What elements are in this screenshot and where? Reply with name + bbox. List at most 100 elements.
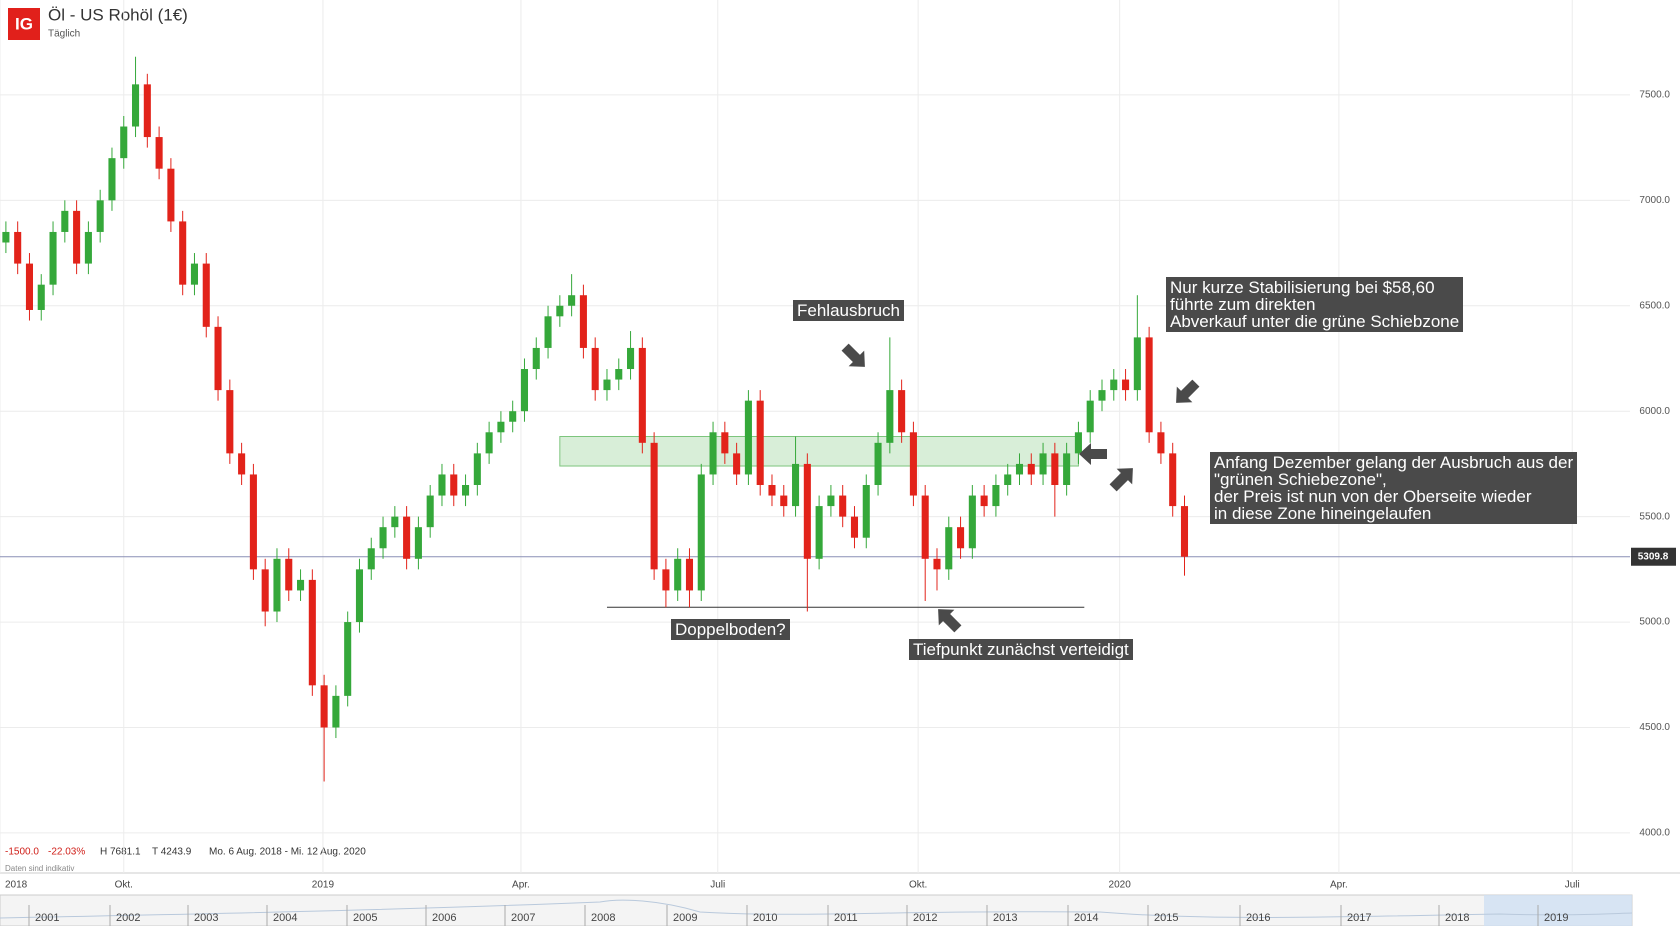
x-tick-label: Okt. [909,880,927,891]
candle-body [792,463,800,507]
navigator-year: 2006 [432,912,456,924]
candle-body [1098,390,1106,401]
candle-body [579,295,587,348]
navigator-year: 2014 [1074,912,1098,924]
chart-subtitle: Täglich [48,29,80,40]
x-tick-label: Okt. [115,880,133,891]
candle-body [980,495,988,507]
candle-body [1004,474,1012,485]
low-info: T 4243.9 [152,847,192,858]
candle-body [768,485,776,496]
candle-body [202,263,210,327]
candle-body [957,527,965,549]
candle-body [226,390,234,454]
arrow [1176,379,1200,403]
candle-body [297,579,305,591]
candle-body [839,495,847,517]
candle-body [968,495,976,549]
arrow [1109,468,1133,492]
candle-body [532,347,540,370]
x-tick-label: 2019 [312,880,335,891]
arrow [841,343,865,367]
y-tick-label: 4000.0 [1639,828,1670,839]
navigator-year: 2015 [1154,912,1178,924]
navigator-line [0,899,1633,919]
candle-body [1122,379,1130,391]
y-tick-label: 4500.0 [1639,722,1670,733]
note: Daten sind indikativ [5,864,74,873]
candle-body [214,326,222,391]
y-tick-label: 7000.0 [1639,195,1670,206]
annotation-line: Anfang Dezember gelang der Ausbruch aus … [1214,453,1574,472]
candle-body [403,516,411,559]
candle-body [167,168,175,222]
candle-body [497,421,505,433]
candle-body [1133,337,1141,391]
candle-body [1157,432,1165,454]
navigator-bg [0,894,1633,926]
annotation: Tiefpunkt zunächst verteidigt [909,639,1133,660]
candle-body [685,558,694,591]
annotation-line: führte zum direkten [1170,295,1316,314]
candle-body [744,400,752,475]
candle-body [803,463,811,559]
candle-body [780,495,788,507]
annotation: Doppelboden? [671,619,790,640]
candle-body [662,569,670,591]
candle-body [862,485,870,538]
candle-body [544,316,552,348]
candle-body [556,305,564,317]
candle-body [627,347,635,370]
candle-body [850,516,859,538]
annotation-line: Nur kurze Stabilisierung bei $58,60 [1170,278,1435,297]
y-tick-label: 7500.0 [1639,90,1670,101]
annotation-line: in diese Zone hineingelaufen [1214,504,1432,523]
annotation-line: Tiefpunkt zunächst verteidigt [913,640,1129,659]
candle-body [1051,453,1059,485]
navigator-year: 2007 [511,912,535,924]
high-info: H 7681.1 [100,847,141,858]
logo-box [8,8,40,40]
candle-body [945,527,953,570]
candle-body [1063,453,1071,485]
arrows [841,343,1200,633]
annotation: Fehlausbruch [793,300,905,321]
candle-body [344,622,352,696]
candle-body [721,432,729,454]
y-tick-label: 6500.0 [1639,300,1670,311]
candle-body [568,295,576,306]
change: -1500.0 [5,847,39,858]
annotation-line: Doppelboden? [675,620,786,639]
x-tick-label: Juli [710,880,725,891]
annotation: Nur kurze Stabilisierung bei $58,60 führt… [1166,277,1464,332]
candle-body [1086,400,1094,433]
candle-body [473,453,481,485]
candle-body [509,411,517,422]
chart-title: Öl - US Rohöl (1€) [48,5,188,24]
candle-body [1169,453,1177,507]
navigator-year: 2012 [913,912,937,924]
navigator-year: 2009 [673,912,697,924]
candle-body [933,558,941,570]
annotation: Anfang Dezember gelang der Ausbruch aus … [1210,452,1578,524]
candle-body [638,347,646,443]
navigator: 2001 2002 2003 2004 2005 2006 2007 2008 2009 2010… [0,894,1633,926]
candle-body [886,390,894,443]
x-tick-label: 2018 [5,880,28,891]
y-tick-label: 5500.0 [1639,511,1670,522]
navigator-year: 2016 [1246,912,1270,924]
candle-body [120,126,128,159]
navigator-year: 2017 [1347,912,1371,924]
candle-body [520,369,529,412]
y-tick-label: 5000.0 [1639,617,1670,628]
navigator-year: 2019 [1544,912,1568,924]
candle-body [1110,379,1118,391]
candle-body [96,200,104,232]
candle-body [61,210,69,232]
y-tick-label: 6000.0 [1639,406,1670,417]
candle-body [921,495,929,559]
candle-body [143,84,151,138]
candle-body [591,347,599,391]
navigator-year: 2011 [834,912,858,924]
